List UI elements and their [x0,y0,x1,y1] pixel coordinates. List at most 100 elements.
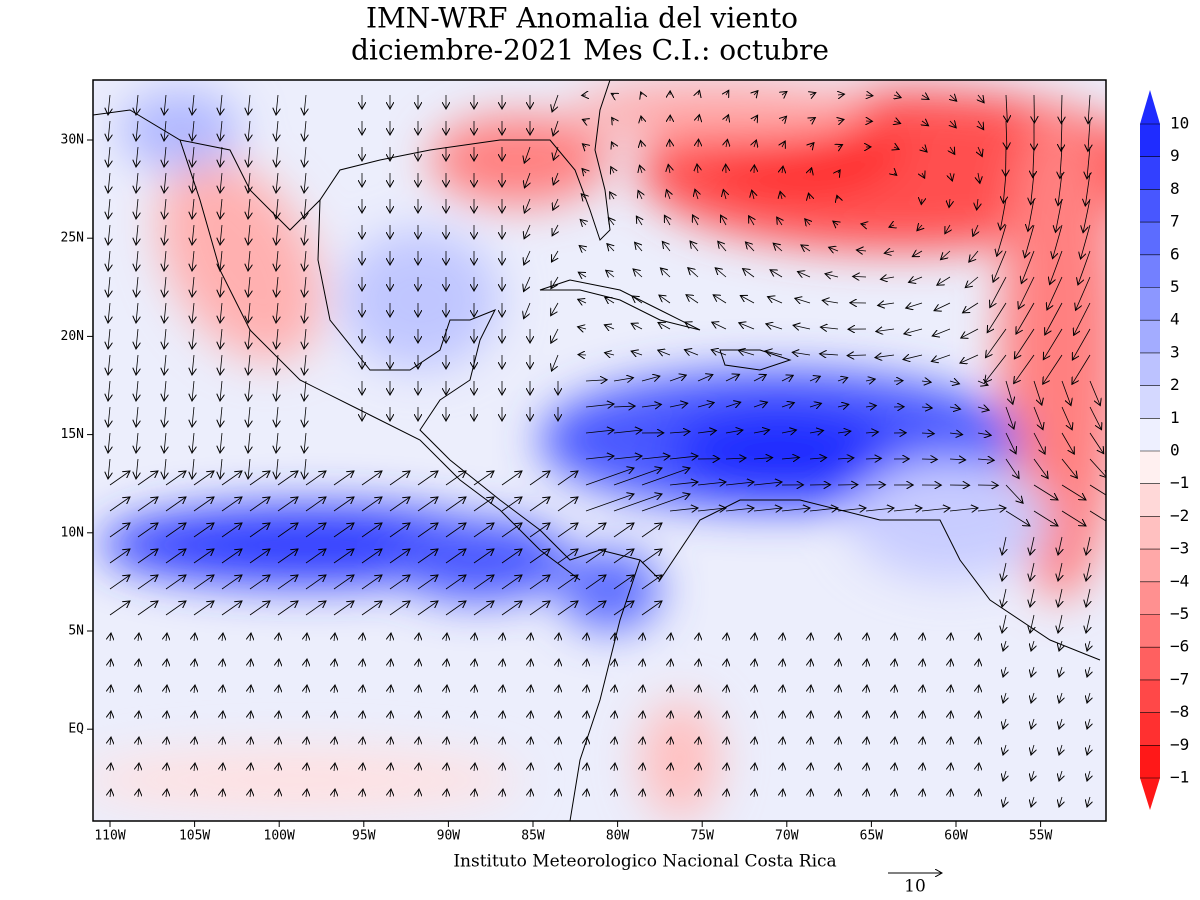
wind-arrow [1003,692,1006,703]
wind-arrow [1005,380,1013,404]
wind-arrow [753,458,773,459]
wind-arrow [950,633,951,642]
wind-arrow [810,789,811,798]
wind-arrow [875,355,895,358]
wind-arrow [558,763,559,772]
wind-arrow [1089,510,1106,526]
wind-arrow [660,268,671,278]
wind-arrow [164,354,166,375]
wind-arrow [110,685,111,694]
wind-arrow [473,471,494,486]
wind-arrow [109,549,130,564]
wind-arrow [418,633,419,642]
wind-arrow [866,763,867,772]
wind-arrow [304,120,306,141]
wind-arrow [362,685,363,694]
wind-arrow [1061,510,1086,526]
wind-arrow [740,295,755,304]
wind-arrow [638,190,642,200]
wind-arrow [136,198,138,219]
wind-arrow [932,328,951,336]
wind-arrow [1031,640,1034,651]
wind-arrow [304,380,306,401]
wind-arrow [765,351,783,355]
wind-arrow [220,328,222,349]
wind-arrow [698,763,699,772]
wind-arrow [220,432,222,453]
wind-arrow [530,711,531,720]
colorbar-box [1140,679,1160,713]
wind-arrow [136,380,138,401]
wind-arrow [632,296,643,304]
wind-arrow [684,350,699,355]
wind-arrow [194,711,195,720]
wind-arrow [605,297,615,303]
wind-arrow [894,737,895,746]
map-frame [92,79,1107,822]
wind-arrow [698,115,699,121]
wind-arrow [903,355,923,360]
wind-arrow [613,378,633,381]
wind-arrow [670,711,671,720]
wind-arrow [110,633,111,642]
wind-arrow [977,381,988,385]
colorbar-label: 4 [1170,310,1180,329]
wind-arrow [725,458,746,459]
wind-arrow [865,458,881,459]
wind-arrow [698,659,699,668]
wind-arrow [1059,770,1062,781]
wind-arrow [194,633,195,642]
wind-arrow [248,120,250,141]
lat-label: 20N [61,329,84,344]
wind-arrow [585,549,606,564]
wind-arrow [248,354,250,375]
wind-arrow [248,172,250,193]
wind-arrow [1031,172,1034,205]
wind-arrow [552,354,559,371]
wind-arrow [978,659,979,668]
wind-arrow [136,172,138,193]
wind-arrow [641,116,642,121]
wind-arrow [1087,666,1090,677]
colorbar-label: 8 [1170,179,1180,198]
wind-arrow [136,432,138,453]
wind-arrow [1030,614,1034,633]
wind-arrow [1018,276,1035,309]
wind-arrow [304,432,306,453]
wind-arrow [1058,562,1062,581]
wind-arrow [361,601,382,616]
wind-arrow [921,199,922,205]
wind-arrow [837,378,848,381]
wind-arrow [664,215,670,226]
wind-arrow [810,711,811,720]
wind-arrow [685,322,699,330]
wind-arrow [1003,744,1006,755]
wind-arrow [192,354,194,375]
wind-arrow [977,433,991,435]
wind-arrow [950,763,951,772]
wind-arrow [782,141,785,147]
wind-arrow [164,276,166,297]
wind-arrow [866,737,867,746]
wind-arrow [304,250,306,271]
wind-vectors [108,90,1106,807]
wind-arrow [165,601,186,616]
wind-arrow [1005,484,1023,503]
wind-arrow [278,737,279,746]
wind-arrow [838,94,844,95]
wind-arrow [249,601,270,616]
wind-arrow [1003,666,1006,677]
wind-arrow [1086,536,1090,555]
wind-arrow [1059,718,1062,729]
wind-arrow [977,459,994,460]
wind-arrow [604,325,615,329]
wind-arrow [754,140,756,147]
wind-arrow [1005,406,1014,429]
wind-arrow [221,471,242,486]
wind-arrow [978,172,980,183]
wind-arrow [666,190,670,200]
wind-arrow [692,215,698,226]
wind-arrow [164,198,166,219]
wind-arrow [220,406,222,427]
wind-arrow [1074,302,1091,335]
